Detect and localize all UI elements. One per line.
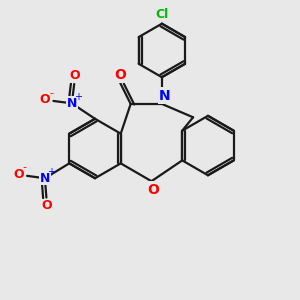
Text: +: + bbox=[47, 167, 56, 177]
Text: Cl: Cl bbox=[155, 8, 169, 21]
Text: N: N bbox=[40, 172, 50, 185]
Text: O: O bbox=[114, 68, 126, 82]
Text: O: O bbox=[40, 93, 50, 106]
Text: O: O bbox=[41, 200, 52, 212]
Text: O: O bbox=[147, 182, 159, 197]
Text: +: + bbox=[74, 92, 83, 102]
Text: -: - bbox=[49, 88, 53, 98]
Text: N: N bbox=[159, 88, 171, 103]
Text: O: O bbox=[14, 168, 24, 181]
Text: -: - bbox=[23, 163, 27, 172]
Text: O: O bbox=[69, 69, 80, 82]
Text: N: N bbox=[67, 97, 77, 110]
